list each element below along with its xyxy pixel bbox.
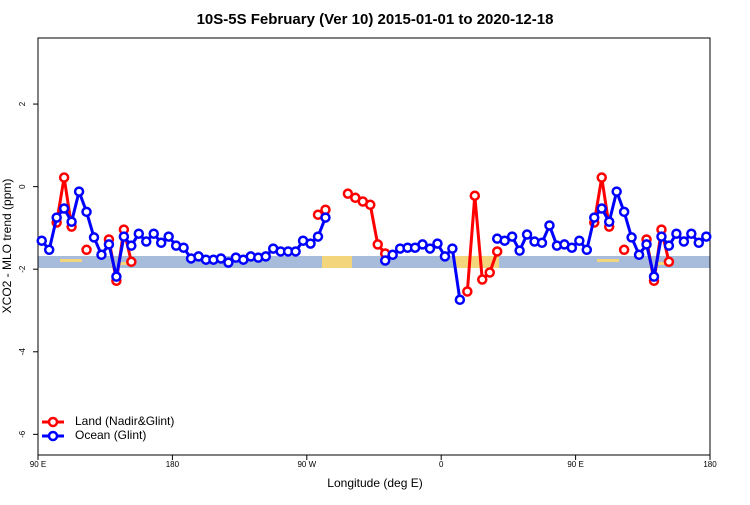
point bbox=[447, 243, 458, 254]
point bbox=[43, 244, 55, 256]
point bbox=[566, 242, 578, 253]
point bbox=[36, 235, 47, 246]
point bbox=[126, 256, 137, 268]
x-tick-label: 90 W bbox=[297, 460, 316, 469]
point bbox=[506, 231, 518, 242]
y-tick-label: -4 bbox=[18, 348, 27, 356]
point bbox=[424, 243, 436, 254]
point bbox=[215, 253, 227, 264]
point bbox=[96, 249, 107, 261]
point bbox=[633, 249, 645, 261]
point bbox=[379, 255, 391, 266]
point bbox=[111, 271, 122, 282]
point bbox=[223, 257, 234, 268]
point bbox=[693, 237, 705, 249]
point bbox=[118, 231, 130, 242]
legend-label: Land (Nadir&Glint) bbox=[75, 414, 174, 428]
point bbox=[81, 206, 92, 218]
point bbox=[58, 172, 70, 183]
point bbox=[514, 245, 525, 256]
point bbox=[148, 228, 159, 239]
point bbox=[663, 240, 675, 251]
point bbox=[155, 237, 167, 249]
point bbox=[454, 294, 466, 306]
point bbox=[641, 239, 652, 250]
point bbox=[178, 242, 189, 253]
point bbox=[611, 186, 622, 197]
point bbox=[701, 231, 712, 242]
point bbox=[603, 216, 615, 227]
point bbox=[305, 238, 316, 249]
point bbox=[372, 239, 383, 250]
point bbox=[663, 256, 675, 268]
point bbox=[686, 228, 697, 239]
y-tick-label: 0 bbox=[18, 184, 27, 189]
point bbox=[103, 239, 115, 250]
y-axis-label: XCO2 - MLO trend (ppm) bbox=[0, 179, 14, 314]
plot-frame bbox=[37, 37, 711, 456]
point bbox=[365, 199, 376, 211]
point bbox=[126, 240, 137, 251]
point bbox=[499, 235, 510, 246]
point bbox=[596, 203, 607, 214]
point bbox=[656, 231, 667, 242]
point bbox=[589, 212, 600, 223]
point bbox=[469, 190, 481, 201]
y-tick-label: 2 bbox=[18, 101, 27, 106]
point bbox=[544, 220, 555, 231]
x-tick-label: 90 E bbox=[30, 460, 46, 469]
point bbox=[81, 244, 92, 256]
point bbox=[439, 251, 451, 262]
point bbox=[596, 172, 607, 183]
x-tick-label: 180 bbox=[166, 460, 180, 469]
point bbox=[66, 216, 77, 227]
point bbox=[163, 231, 174, 242]
map-strip bbox=[38, 256, 710, 268]
legend-marker bbox=[47, 430, 59, 442]
chart-title: 10S-5S February (Ver 10) 2015-01-01 to 2… bbox=[197, 11, 554, 28]
point bbox=[477, 274, 488, 285]
point bbox=[626, 232, 637, 243]
point bbox=[484, 267, 495, 278]
point bbox=[678, 236, 690, 247]
point bbox=[73, 186, 85, 197]
series-line bbox=[55, 176, 671, 292]
x-axis-label: Longitude (deg E) bbox=[327, 476, 422, 490]
legend-label: Ocean (Glint) bbox=[75, 428, 146, 442]
point bbox=[536, 237, 548, 249]
point bbox=[671, 228, 682, 239]
point bbox=[574, 235, 585, 246]
point bbox=[581, 244, 593, 256]
point bbox=[648, 271, 660, 282]
legend-marker bbox=[47, 416, 59, 428]
point bbox=[462, 286, 473, 297]
legend-item: Ocean (Glint) bbox=[42, 428, 146, 442]
point bbox=[618, 244, 630, 256]
point bbox=[521, 229, 533, 240]
y-tick-label: -6 bbox=[18, 430, 27, 438]
x-tick-label: 0 bbox=[439, 460, 444, 469]
point bbox=[432, 238, 443, 249]
point bbox=[141, 236, 152, 247]
point bbox=[342, 188, 354, 199]
point bbox=[320, 212, 331, 223]
point bbox=[290, 246, 301, 257]
y-tick-label: -2 bbox=[18, 265, 27, 273]
point bbox=[387, 249, 398, 261]
point bbox=[312, 231, 324, 242]
point bbox=[51, 212, 62, 223]
point bbox=[58, 203, 70, 214]
point bbox=[417, 239, 428, 250]
point bbox=[260, 251, 271, 262]
point bbox=[618, 206, 630, 218]
legend-item: Land (Nadir&Glint) bbox=[42, 414, 174, 428]
x-tick-label: 90 E bbox=[567, 460, 583, 469]
point bbox=[88, 232, 100, 243]
point bbox=[133, 228, 145, 239]
point bbox=[491, 246, 503, 257]
x-tick-label: 180 bbox=[703, 460, 717, 469]
